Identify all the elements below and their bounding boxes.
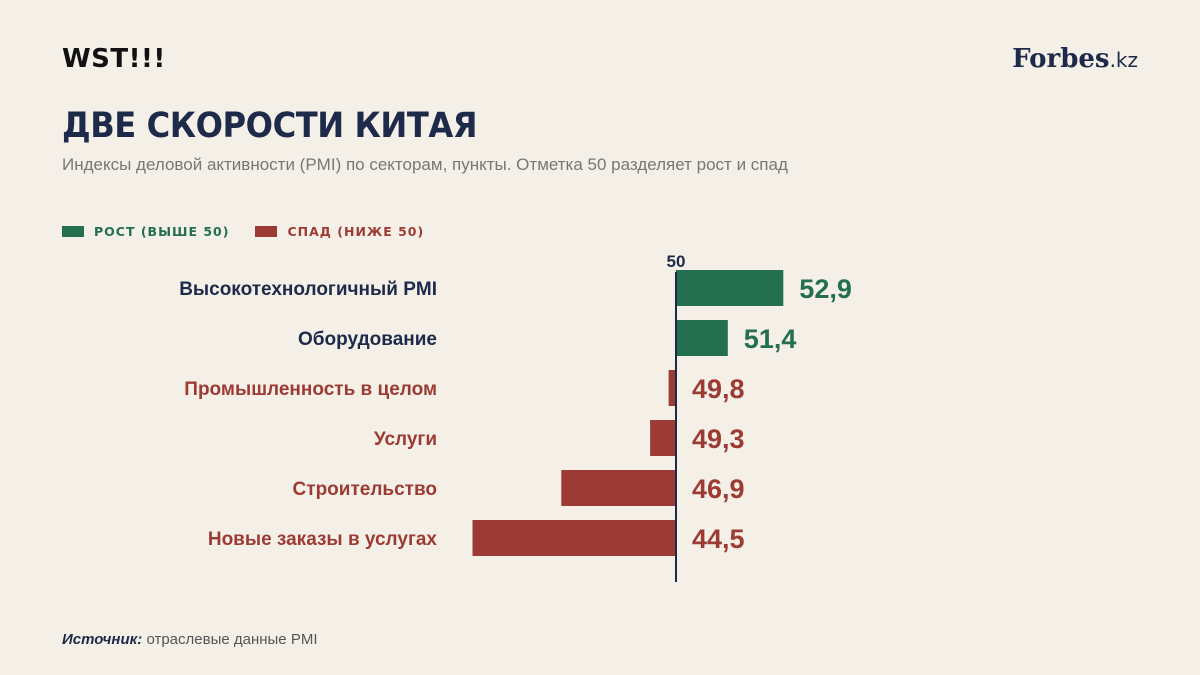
category-label-5: Новые заказы в услугах — [208, 529, 438, 550]
bar-1 — [676, 320, 728, 356]
bar-2 — [668, 370, 676, 406]
publisher-name: Forbes — [1012, 44, 1110, 74]
legend-item-decline: СПАД (НИЖЕ 50) — [255, 224, 424, 239]
baseline-label: 50 — [667, 252, 686, 271]
chart-subtitle: Индексы деловой активности (PMI) по сект… — [62, 155, 788, 174]
source-key: Источник: — [62, 631, 143, 648]
legend-label-growth: РОСТ (ВЫШЕ 50) — [94, 224, 230, 239]
value-label-0: 52,9 — [799, 274, 852, 304]
bar-4 — [561, 470, 676, 506]
value-label-5: 44,5 — [692, 524, 745, 554]
legend-item-growth: РОСТ (ВЫШЕ 50) — [62, 224, 229, 239]
value-label-4: 46,9 — [692, 474, 745, 504]
category-label-4: Строительство — [293, 479, 437, 500]
category-label-1: Оборудование — [298, 329, 437, 350]
brand-logo: WST!!! — [62, 44, 166, 74]
bar-5 — [472, 520, 676, 556]
chart-title: ДВЕ СКОРОСТИ КИТАЯ — [62, 106, 478, 146]
chart-legend: РОСТ (ВЫШЕ 50) СПАД (НИЖЕ 50) — [62, 224, 424, 239]
publisher-logo: Forbes.kz — [1012, 44, 1138, 74]
legend-label-decline: СПАД (НИЖЕ 50) — [287, 224, 425, 239]
value-label-1: 51,4 — [744, 324, 797, 354]
bar-0 — [676, 270, 784, 306]
value-label-2: 49,8 — [692, 374, 745, 404]
category-label-3: Услуги — [374, 429, 437, 450]
value-label-3: 49,3 — [692, 424, 745, 454]
category-label-0: Высокотехнологичный PMI — [179, 279, 437, 300]
category-label-2: Промышленность в целом — [184, 379, 437, 400]
source-text: отраслевые данные PMI — [146, 631, 318, 648]
bar-3 — [650, 420, 676, 456]
publisher-suffix: .kz — [1109, 48, 1138, 72]
legend-swatch-decline — [255, 226, 278, 237]
legend-swatch-growth — [62, 226, 84, 237]
source-note: Источник: отраслевые данные PMI — [62, 631, 317, 648]
